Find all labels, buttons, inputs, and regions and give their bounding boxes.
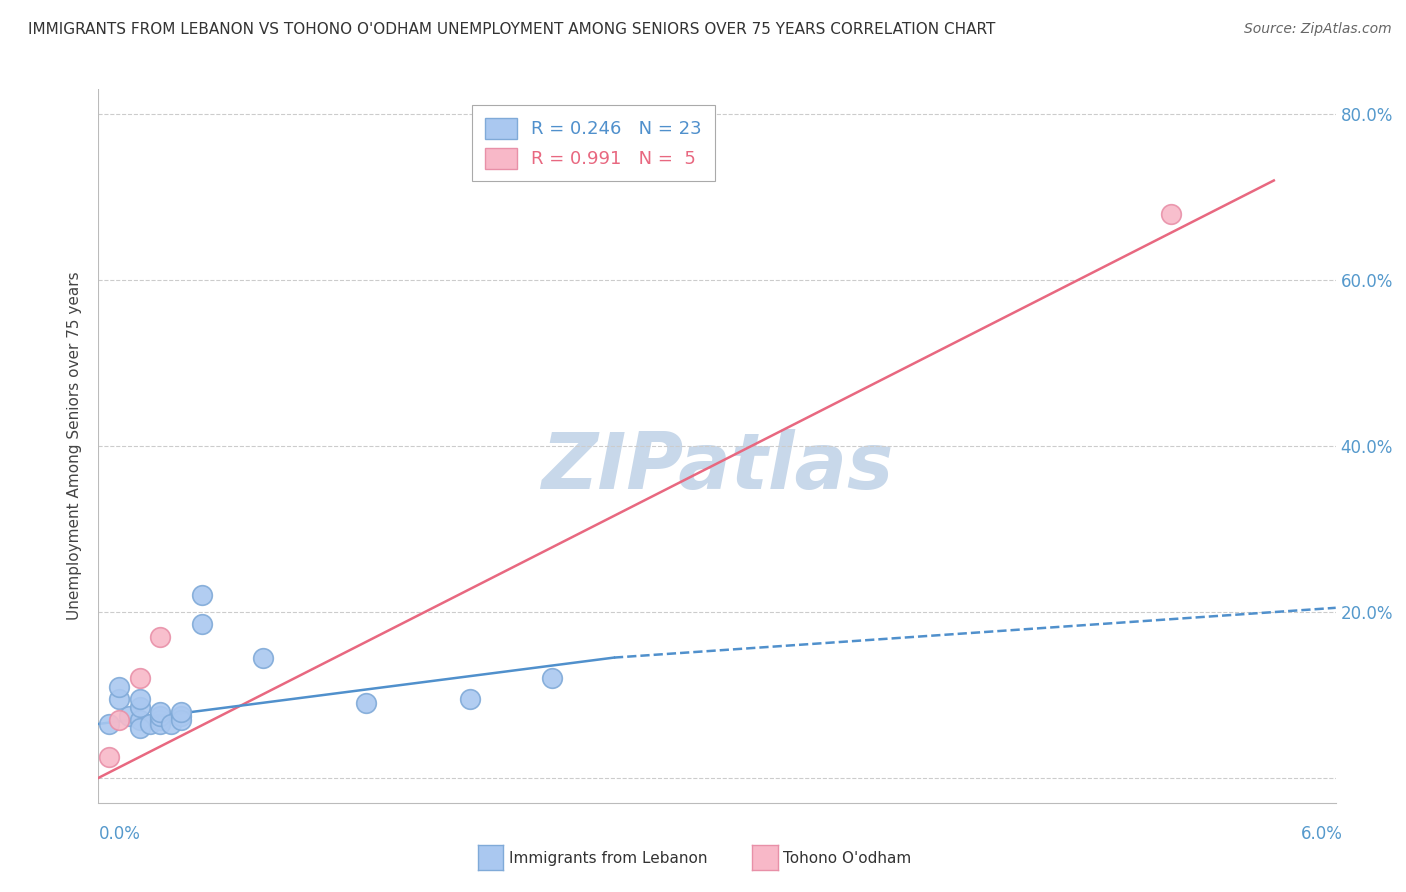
- Point: [149, 713, 172, 727]
- Y-axis label: Unemployment Among Seniors over 75 years: Unemployment Among Seniors over 75 years: [67, 272, 83, 620]
- Point: [128, 692, 150, 706]
- Text: IMMIGRANTS FROM LEBANON VS TOHONO O'ODHAM UNEMPLOYMENT AMONG SENIORS OVER 75 YEA: IMMIGRANTS FROM LEBANON VS TOHONO O'ODHA…: [28, 22, 995, 37]
- Point: [170, 713, 193, 727]
- Point: [252, 650, 274, 665]
- Point: [149, 708, 172, 723]
- Point: [159, 717, 181, 731]
- Text: ZIPatlas: ZIPatlas: [541, 429, 893, 506]
- Point: [128, 721, 150, 735]
- Point: [190, 588, 212, 602]
- Text: Source: ZipAtlas.com: Source: ZipAtlas.com: [1244, 22, 1392, 37]
- Point: [149, 630, 172, 644]
- Legend: R = 0.246   N = 23, R = 0.991   N =  5: R = 0.246 N = 23, R = 0.991 N = 5: [472, 105, 714, 181]
- Point: [108, 713, 131, 727]
- Point: [541, 671, 564, 685]
- Text: 6.0%: 6.0%: [1301, 825, 1343, 843]
- Point: [128, 671, 150, 685]
- Point: [149, 717, 172, 731]
- Point: [139, 717, 162, 731]
- Point: [97, 750, 120, 764]
- Text: 0.0%: 0.0%: [98, 825, 141, 843]
- Point: [149, 705, 172, 719]
- Point: [128, 700, 150, 714]
- Point: [356, 696, 378, 710]
- Point: [458, 692, 481, 706]
- Point: [108, 692, 131, 706]
- Text: Tohono O'odham: Tohono O'odham: [783, 851, 911, 865]
- Text: Immigrants from Lebanon: Immigrants from Lebanon: [509, 851, 707, 865]
- Point: [190, 617, 212, 632]
- Point: [108, 680, 131, 694]
- Point: [118, 708, 141, 723]
- Point: [128, 713, 150, 727]
- Point: [170, 705, 193, 719]
- Point: [97, 717, 120, 731]
- Point: [170, 708, 193, 723]
- Point: [1160, 207, 1182, 221]
